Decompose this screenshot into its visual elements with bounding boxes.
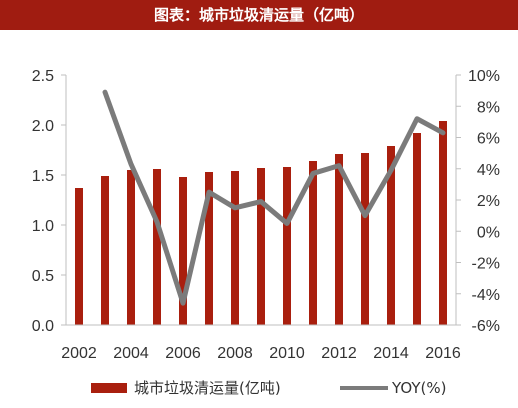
bar-2005 (153, 169, 161, 325)
legend-line-label: YOY(%) (391, 379, 446, 397)
bar-2015 (413, 133, 421, 325)
legend-bar-swatch (91, 383, 127, 393)
right-tick-label: 2% (477, 193, 500, 210)
bar-2014 (387, 146, 395, 325)
bar-2002 (75, 188, 83, 325)
x-axis-ticks: 2002 2004 2006 2008 2010 2012 2014 2016 (61, 345, 461, 362)
right-tick-label: -2% (472, 256, 500, 273)
left-tick-label: 1.5 (32, 168, 54, 185)
right-tick-label: -6% (472, 318, 500, 335)
right-tick-label: 0% (477, 224, 500, 241)
bar-2006 (179, 177, 187, 325)
x-tick-label: 2010 (269, 345, 305, 362)
bar-2010 (283, 167, 291, 325)
legend: 城市垃圾清运量(亿吨) YOY(%) (91, 379, 446, 397)
bar-2004 (127, 170, 135, 325)
right-tick-label: -4% (472, 287, 500, 304)
chart-title: 图表：城市垃圾清运量（亿吨） (153, 6, 364, 24)
right-tick-label: 10% (468, 68, 500, 85)
left-tick-label: 0.0 (32, 318, 54, 335)
title-bar (0, 0, 518, 30)
left-tick-label: 2.0 (32, 118, 54, 135)
right-tick-label: 4% (477, 162, 500, 179)
left-tick-label: 2.5 (32, 68, 54, 85)
left-axis-ticks: 0.0 0.5 1.0 1.5 2.0 2.5 (32, 68, 66, 335)
x-tick-label: 2012 (321, 345, 357, 362)
bar-2012 (335, 154, 343, 325)
bar-2008 (231, 171, 239, 325)
bar-2007 (205, 172, 213, 325)
right-tick-label: 6% (477, 131, 500, 148)
x-tick-label: 2008 (217, 345, 253, 362)
right-tick-label: 8% (477, 99, 500, 116)
bar-2016 (439, 121, 447, 325)
bar-2011 (309, 161, 317, 325)
line-series (102, 89, 446, 306)
bar-2013 (361, 153, 369, 325)
bar-2003 (101, 176, 109, 325)
left-tick-label: 0.5 (32, 268, 54, 285)
x-tick-label: 2002 (61, 345, 97, 362)
legend-bar-label: 城市垃圾清运量(亿吨) (134, 379, 281, 397)
x-tick-label: 2006 (165, 345, 201, 362)
x-tick-label: 2004 (113, 345, 149, 362)
bar-2009 (257, 168, 265, 325)
right-axis-ticks: -6% -4% -2% 0% 2% 4% 6% 8% 10% (456, 68, 500, 335)
bar-series (75, 121, 447, 325)
x-tick-label: 2016 (425, 345, 461, 362)
x-tick-label: 2014 (373, 345, 409, 362)
left-tick-label: 1.0 (32, 218, 54, 235)
yoy-line (102, 89, 446, 306)
